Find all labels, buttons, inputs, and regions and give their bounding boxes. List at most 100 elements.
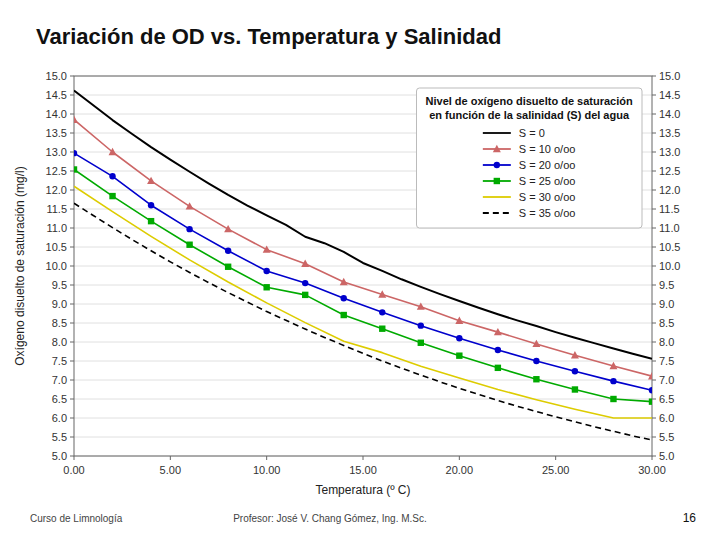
point: [495, 365, 501, 371]
y2-tick: [652, 285, 656, 286]
y2-tick-label: 6.5: [659, 393, 674, 405]
point: [533, 358, 539, 364]
grid-line: [74, 399, 652, 400]
y-tick-label: 12.5: [46, 165, 67, 177]
chart: 5.05.56.06.57.07.58.08.59.09.510.010.511…: [0, 0, 720, 540]
y-tick-label: 8.0: [52, 336, 67, 348]
y2-tick-label: 14.5: [659, 89, 680, 101]
y-tick: [70, 418, 74, 419]
point: [610, 396, 616, 402]
legend-marker: [494, 162, 500, 168]
y2-tick: [652, 266, 656, 267]
x-tick: [459, 456, 460, 460]
y2-tick-label: 5.5: [659, 431, 674, 443]
point: [186, 226, 192, 232]
point: [455, 317, 463, 324]
legend-label: S = 25 o/oo: [519, 175, 576, 187]
point: [109, 193, 115, 199]
point: [109, 173, 115, 179]
y-tick-label: 13.0: [46, 146, 67, 158]
y-tick: [70, 361, 74, 362]
y-tick-label: 6.5: [52, 393, 67, 405]
y-tick: [70, 190, 74, 191]
y2-tick: [652, 209, 656, 210]
point: [649, 398, 652, 404]
grid-line: [74, 342, 652, 343]
point: [341, 312, 347, 318]
legend-entry: S = 30 o/oo: [483, 191, 576, 203]
y-axis-label: Oxígeno disuelto de saturación (mg/l): [13, 166, 27, 365]
y-tick-label: 6.0: [52, 412, 67, 424]
y-tick: [70, 133, 74, 134]
y-tick-label: 8.5: [52, 317, 67, 329]
y-tick-label: 7.0: [52, 374, 67, 386]
legend-label: S = 20 o/oo: [519, 159, 576, 171]
y2-tick-label: 11.0: [659, 222, 680, 234]
y2-tick: [652, 380, 656, 381]
y2-tick: [652, 133, 656, 134]
y2-tick-label: 6.0: [659, 412, 674, 424]
y-tick: [70, 228, 74, 229]
x-tick-label: 10.00: [253, 464, 281, 476]
x-tick-label: 25.00: [542, 464, 570, 476]
y-tick-label: 14.0: [46, 108, 67, 120]
y2-tick: [652, 399, 656, 400]
legend-entry: S = 20 o/oo: [483, 159, 576, 171]
y-tick: [70, 323, 74, 324]
point: [378, 290, 386, 297]
y2-tick-label: 9.5: [659, 279, 674, 291]
point: [418, 322, 424, 328]
y2-tick: [652, 342, 656, 343]
y2-tick-label: 15.0: [659, 70, 680, 82]
point: [571, 351, 579, 358]
legend-title-line: en función de la salinidad (S) del agua: [429, 109, 630, 121]
point: [74, 150, 77, 156]
y2-tick-label: 12.5: [659, 165, 680, 177]
y-tick-label: 11.5: [46, 203, 67, 215]
x-tick: [266, 456, 267, 460]
legend-label: S = 0: [519, 127, 545, 139]
x-tick-label: 30.00: [638, 464, 666, 476]
point: [456, 335, 462, 341]
point: [648, 372, 652, 379]
point: [302, 280, 308, 286]
point: [148, 218, 154, 224]
y2-tick-label: 12.0: [659, 184, 680, 196]
point: [186, 202, 194, 209]
y2-tick-label: 13.5: [659, 127, 680, 139]
y2-tick-label: 10.0: [659, 260, 680, 272]
grid-line: [74, 437, 652, 438]
point: [533, 376, 539, 382]
point: [225, 264, 231, 270]
y2-tick: [652, 247, 656, 248]
plot-frame: [74, 76, 652, 456]
y-tick: [70, 114, 74, 115]
y2-tick-label: 5.0: [659, 450, 674, 462]
series-line: [74, 120, 652, 377]
x-tick-label: 15.00: [349, 464, 377, 476]
y2-tick: [652, 95, 656, 96]
point: [610, 378, 616, 384]
y2-tick-label: 13.0: [659, 146, 680, 158]
point: [263, 284, 269, 290]
y-tick-label: 11.0: [46, 222, 67, 234]
series-line: [74, 203, 652, 440]
point: [109, 148, 117, 155]
x-axis-label: Temperatura (º C): [315, 483, 410, 497]
point: [301, 260, 309, 267]
y-tick-label: 9.5: [52, 279, 67, 291]
y2-tick-label: 11.5: [659, 203, 680, 215]
y-tick-label: 10.0: [46, 260, 67, 272]
y2-tick-label: 14.0: [659, 108, 680, 120]
point: [340, 278, 348, 285]
x-tick-label: 20.00: [446, 464, 474, 476]
point: [379, 309, 385, 315]
y2-tick: [652, 114, 656, 115]
point: [74, 166, 77, 172]
point: [649, 387, 652, 393]
point: [341, 295, 347, 301]
grid-line: [74, 266, 652, 267]
grid-line: [74, 247, 652, 248]
y2-tick: [652, 304, 656, 305]
y-tick: [70, 456, 74, 457]
